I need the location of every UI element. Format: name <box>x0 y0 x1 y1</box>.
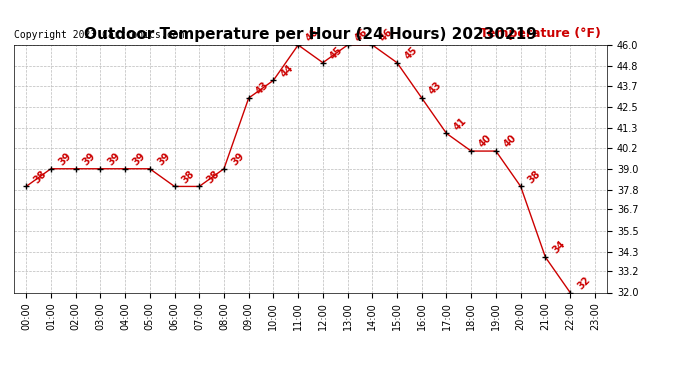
Text: 39: 39 <box>81 151 98 167</box>
Text: 46: 46 <box>353 27 370 44</box>
Text: 41: 41 <box>452 116 469 132</box>
Text: 40: 40 <box>502 133 518 150</box>
Text: 38: 38 <box>180 168 197 185</box>
Text: 38: 38 <box>526 168 543 185</box>
Text: 45: 45 <box>328 45 345 61</box>
Text: 39: 39 <box>106 151 123 167</box>
Text: 46: 46 <box>304 27 320 44</box>
Text: 34: 34 <box>551 239 568 256</box>
Text: 39: 39 <box>230 151 246 167</box>
Text: Copyright 2023 Cartronics.com: Copyright 2023 Cartronics.com <box>14 30 184 40</box>
Text: 32: 32 <box>575 274 592 291</box>
Text: 39: 39 <box>57 151 73 167</box>
Text: 43: 43 <box>427 80 444 97</box>
Text: 38: 38 <box>32 168 48 185</box>
Text: Temperature (°F): Temperature (°F) <box>480 27 601 40</box>
Text: 45: 45 <box>402 45 420 61</box>
Text: 39: 39 <box>130 151 147 167</box>
Text: 40: 40 <box>477 133 493 150</box>
Text: 44: 44 <box>279 62 295 79</box>
Text: 38: 38 <box>205 168 221 185</box>
Text: 39: 39 <box>155 151 172 167</box>
Text: 46: 46 <box>378 27 395 44</box>
Text: 43: 43 <box>254 80 271 97</box>
Title: Outdoor Temperature per Hour (24 Hours) 20230219: Outdoor Temperature per Hour (24 Hours) … <box>84 27 537 42</box>
